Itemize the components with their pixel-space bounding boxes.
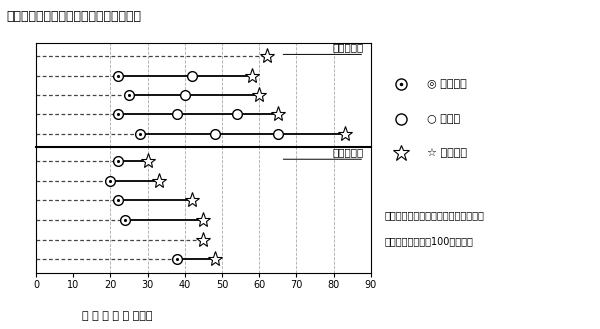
Text: 双子分娩牛: 双子分娩牛 <box>333 43 364 53</box>
Text: ◎ 初回排卵: ◎ 初回排卵 <box>427 79 467 89</box>
Text: ○ 排　卵: ○ 排 卵 <box>427 114 460 124</box>
Text: ☆ 初回発情: ☆ 初回発情 <box>427 148 467 158</box>
Text: 注．双子分娩牛、単子分娩牛どちらも: 注．双子分娩牛、単子分娩牛どちらも <box>385 211 485 220</box>
Text: 単子分娩牛: 単子分娩牛 <box>333 147 364 157</box>
Text: 日本飼養標準100％で飼養: 日本飼養標準100％で飼養 <box>385 236 474 246</box>
Text: 図１．分娩後における排卵・発情の経過: 図１．分娩後における排卵・発情の経過 <box>6 10 141 23</box>
Text: 分 娩 後 日 数 （日）: 分 娩 後 日 数 （日） <box>82 311 152 321</box>
